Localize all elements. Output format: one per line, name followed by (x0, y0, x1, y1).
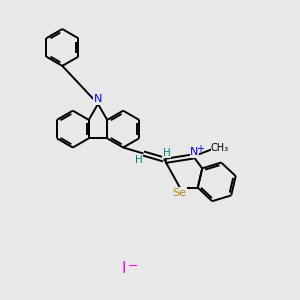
Text: CH₃: CH₃ (211, 142, 229, 152)
Text: H: H (135, 155, 143, 165)
Text: H: H (163, 148, 170, 158)
Text: I: I (122, 261, 126, 276)
Text: −: − (128, 260, 138, 273)
Text: N: N (190, 147, 199, 157)
Text: N: N (94, 94, 102, 104)
Text: Se: Se (172, 188, 186, 198)
Text: +: + (196, 144, 204, 154)
